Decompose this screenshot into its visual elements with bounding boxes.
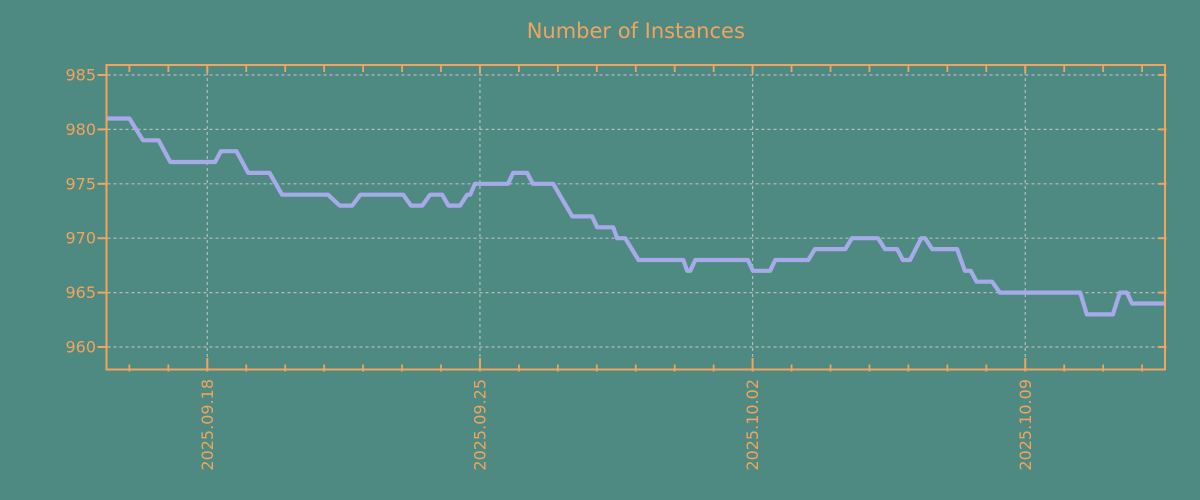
data-line [105,116,1166,317]
y-tick-label: 960 [65,338,96,357]
x-tick-label: 2025.10.09 [1016,379,1035,471]
chart-title: Number of Instances [527,19,745,43]
y-tick-label: 965 [65,283,96,302]
y-tick-label: 975 [65,174,96,193]
x-tick-label: 2025.10.02 [743,379,762,471]
y-tick-label: 980 [65,120,96,139]
y-tick-label: 985 [65,66,96,85]
gridlines [107,66,1164,369]
plot-border [105,64,1166,371]
x-tick-label: 2025.09.18 [198,379,217,471]
y-tick-label: 970 [65,229,96,248]
axis-ticks [97,65,1167,372]
x-tick-label: 2025.09.25 [470,379,489,471]
axis-tick-labels: 960 965 970 975 980 985 2025.09.18 2025.09.25 20… [65,66,1034,471]
